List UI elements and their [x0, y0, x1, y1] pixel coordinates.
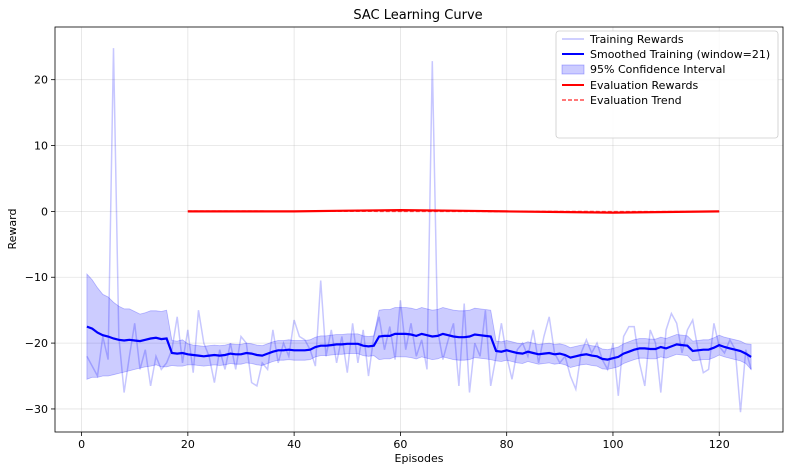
legend-label-smoothed: Smoothed Training (window=21) — [590, 48, 770, 61]
legend-label-evaluation: Evaluation Rewards — [590, 79, 699, 92]
y-tick-label: −10 — [25, 271, 48, 284]
axis-ticks: 0 20 40 60 80 100 120 −30 −20 −10 0 10 20 — [25, 74, 730, 451]
y-tick-label: 0 — [41, 205, 48, 218]
x-tick-label: 20 — [181, 438, 195, 451]
evaluation-rewards-line — [187, 208, 720, 214]
legend-label-ci: 95% Confidence Interval — [590, 63, 725, 76]
y-tick-label: −30 — [25, 403, 48, 416]
smoothed-training-line — [86, 325, 752, 361]
legend-label-trend: Evaluation Trend — [590, 94, 682, 107]
legend-label-training: Training Rewards — [589, 33, 684, 46]
x-tick-label: 80 — [500, 438, 514, 451]
x-tick-label: 0 — [78, 438, 85, 451]
y-tick-label: −20 — [25, 337, 48, 350]
y-tick-label: 10 — [34, 140, 48, 153]
legend-box — [555, 30, 779, 139]
x-tick-label: 100 — [602, 438, 623, 451]
x-axis-label: Episodes — [395, 452, 444, 465]
chart-title: SAC Learning Curve — [353, 8, 482, 23]
y-axis-label: Reward — [6, 209, 19, 250]
y-tick-label: 20 — [34, 74, 48, 87]
training-rewards-line — [86, 48, 752, 413]
x-tick-label: 120 — [709, 438, 730, 451]
plot-area-frame — [54, 26, 784, 433]
x-tick-label: 60 — [393, 438, 407, 451]
series-layer — [86, 48, 752, 413]
legend: Training Rewards Smoothed Training (wind… — [555, 30, 779, 139]
legend-swatch-ci — [561, 64, 585, 75]
x-tick-label: 40 — [287, 438, 301, 451]
